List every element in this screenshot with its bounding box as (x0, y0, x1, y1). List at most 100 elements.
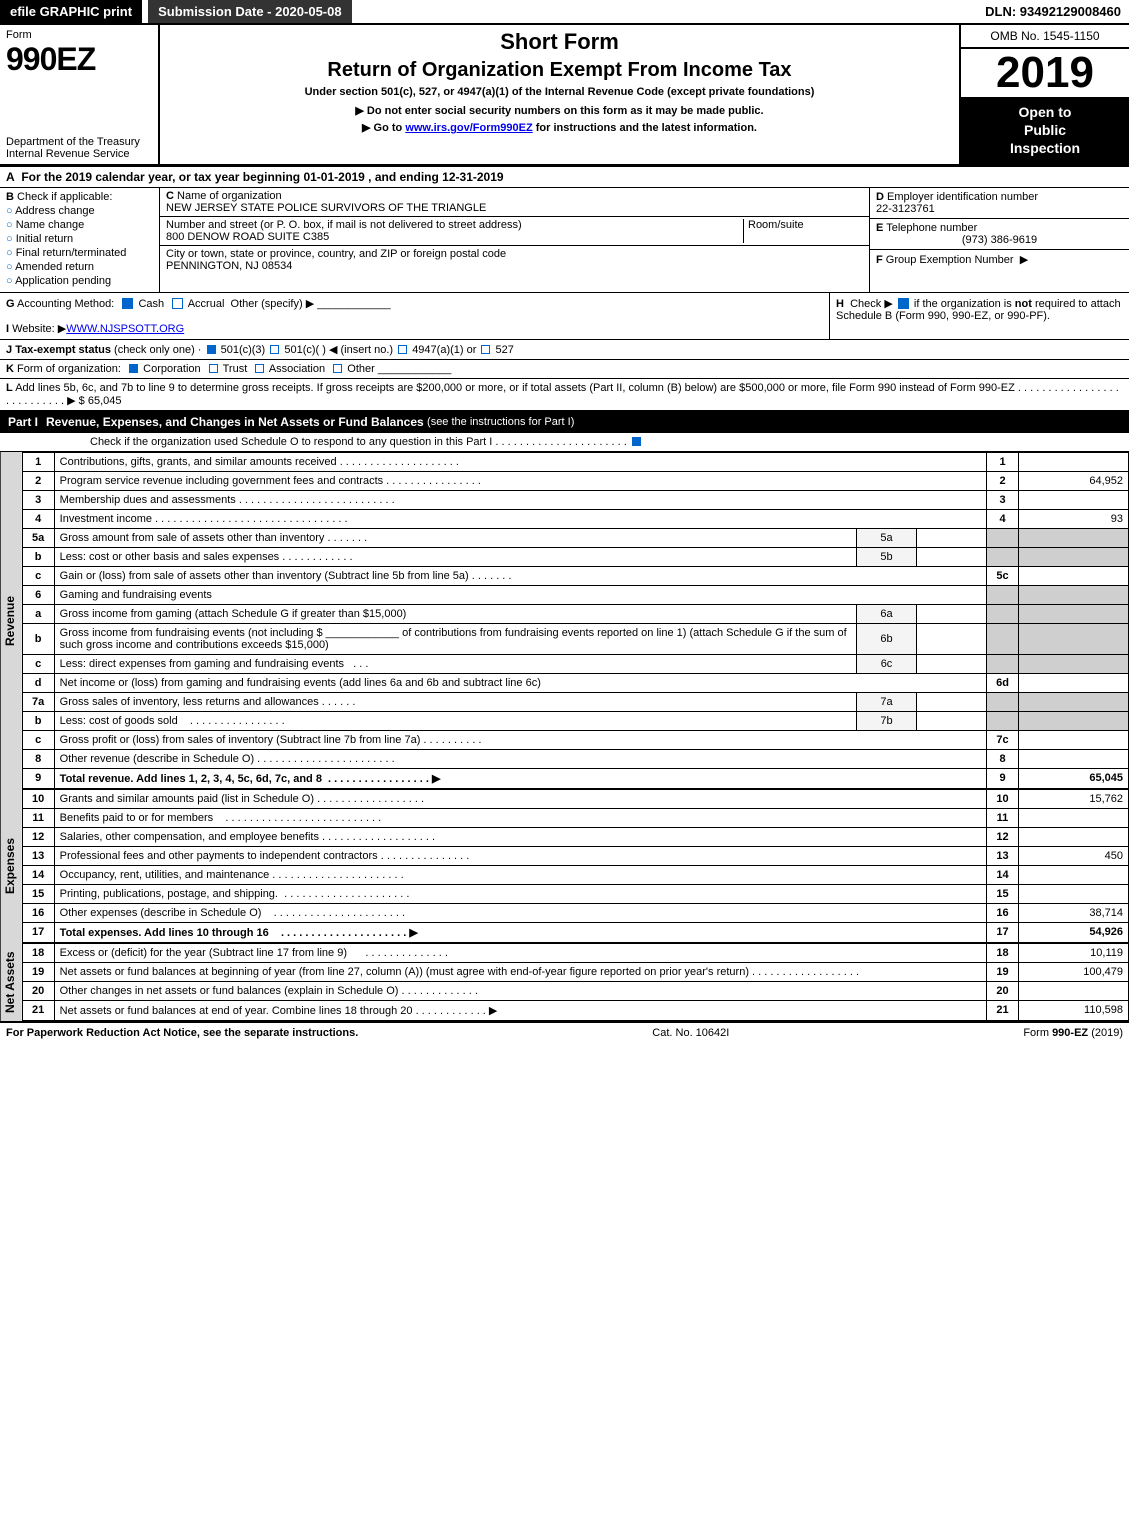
j-4947: 4947(a)(1) or (412, 344, 476, 356)
chk-527[interactable] (481, 345, 490, 354)
col-b: B Check if applicable: Address change Na… (0, 188, 160, 292)
line-5c: cGain or (loss) from sale of assets othe… (22, 566, 1128, 585)
arrow-icon: ▶ (432, 773, 440, 785)
chk-4947[interactable] (398, 345, 407, 354)
footer-left: For Paperwork Reduction Act Notice, see … (6, 1027, 358, 1039)
dln-label: DLN: 93492129008460 (977, 0, 1129, 23)
section-b-c-def: B Check if applicable: Address change Na… (0, 188, 1129, 293)
f-group: F Group Exemption Number ▶ (870, 250, 1129, 269)
chk-501c3[interactable] (207, 345, 216, 354)
tax-year: 2019 (961, 49, 1129, 97)
expenses-table: 10Grants and similar amounts paid (list … (22, 789, 1129, 943)
revenue-table: 1Contributions, gifts, grants, and simil… (22, 452, 1129, 789)
j-insert: ◀ (insert no.) (329, 344, 393, 356)
h-check: H Check ▶ if the organization is not req… (829, 293, 1129, 339)
org-name-row: C Name of organization NEW JERSEY STATE … (160, 188, 869, 217)
form-header: Form 990EZ Department of the Treasury In… (0, 25, 1129, 166)
line-15: 15Printing, publications, postage, and s… (22, 884, 1128, 903)
chk-trust[interactable] (209, 364, 218, 373)
chk-application-pending[interactable]: Application pending (6, 275, 153, 287)
line-13: 13Professional fees and other payments t… (22, 846, 1128, 865)
cash-label: Cash (138, 298, 164, 310)
chk-cash[interactable] (122, 298, 133, 309)
part1-heading: Revenue, Expenses, and Changes in Net As… (46, 415, 424, 429)
line-7c: cGross profit or (loss) from sales of in… (22, 730, 1128, 749)
line-19: 19Net assets or fund balances at beginni… (22, 962, 1128, 981)
do-not-enter-text: Do not enter social security numbers on … (367, 105, 764, 117)
netassets-table: 18Excess or (deficit) for the year (Subt… (22, 943, 1129, 1021)
l-text: Add lines 5b, 6c, and 7b to line 9 to de… (15, 382, 1015, 394)
j-label: Tax-exempt status (15, 344, 111, 356)
org-street: 800 DENOW ROAD SUITE C385 (166, 231, 329, 243)
g-accounting: G Accounting Method: Cash Accrual Other … (0, 293, 829, 339)
chk-final-return[interactable]: Final return/terminated (6, 247, 153, 259)
chk-h[interactable] (898, 298, 909, 309)
dept-line2: Internal Revenue Service (6, 148, 152, 160)
ein-value: 22-3123761 (876, 203, 935, 215)
line-20: 20Other changes in net assets or fund ba… (22, 981, 1128, 1000)
chk-name-change[interactable]: Name change (6, 219, 153, 231)
l-amount: $ 65,045 (79, 395, 122, 407)
k-assoc: Association (269, 363, 325, 375)
chk-corp[interactable] (129, 364, 138, 373)
chk-schedule-o[interactable] (632, 437, 641, 446)
chk-address-change[interactable]: Address change (6, 205, 153, 217)
c-street-label: Number and street (or P. O. box, if mail… (166, 219, 522, 231)
j-c3: 501(c)(3) (221, 344, 266, 356)
h-text2: if the organization is (914, 298, 1015, 310)
f-label: Group Exemption Number (886, 254, 1014, 266)
line-6c: cLess: direct expenses from gaming and f… (22, 654, 1128, 673)
chk-accrual[interactable] (172, 298, 183, 309)
chk-assoc[interactable] (255, 364, 264, 373)
line-6d: dNet income or (loss) from gaming and fu… (22, 673, 1128, 692)
line-a: A For the 2019 calendar year, or tax yea… (0, 166, 1129, 188)
website-link[interactable]: WWW.NJSPSOTT.ORG (66, 323, 184, 335)
line-17: 17Total expenses. Add lines 10 through 1… (22, 922, 1128, 942)
expenses-section: Expenses 10Grants and similar amounts pa… (0, 789, 1129, 943)
line-7b: bLess: cost of goods sold . . . . . . . … (22, 711, 1128, 730)
footer-cat: Cat. No. 10642I (652, 1027, 729, 1039)
line-j: J Tax-exempt status (check only one) · 5… (0, 340, 1129, 360)
line-12: 12Salaries, other compensation, and empl… (22, 827, 1128, 846)
open-line2: Public (965, 121, 1125, 139)
line-l: L Add lines 5b, 6c, and 7b to line 9 to … (0, 379, 1129, 411)
line-10: 10Grants and similar amounts paid (list … (22, 789, 1128, 808)
top-bar: efile GRAPHIC print Submission Date - 20… (0, 0, 1129, 25)
part1-sub: (see the instructions for Part I) (427, 416, 574, 428)
chk-other[interactable] (333, 364, 342, 373)
g-label: Accounting Method: (17, 298, 114, 310)
j-527: 527 (496, 344, 514, 356)
city-row: City or town, state or province, country… (160, 246, 869, 274)
part1-check-line: Check if the organization used Schedule … (0, 433, 1129, 452)
submission-date-label: Submission Date - 2020-05-08 (148, 0, 352, 23)
line-14: 14Occupancy, rent, utilities, and mainte… (22, 865, 1128, 884)
part1-num: Part I (8, 415, 46, 429)
l-arrow-icon: ▶ (67, 395, 75, 407)
short-form-title: Short Form (168, 29, 951, 55)
k-corp: Corporation (143, 363, 200, 375)
h-not: not (1015, 298, 1032, 310)
col-c: C Name of organization NEW JERSEY STATE … (160, 188, 869, 292)
chk-initial-return[interactable]: Initial return (6, 233, 153, 245)
h-text1: Check ▶ (850, 298, 893, 310)
room-suite: Room/suite (743, 219, 863, 243)
gh-row: G Accounting Method: Cash Accrual Other … (0, 293, 1129, 340)
line-7a: 7aGross sales of inventory, less returns… (22, 692, 1128, 711)
chk-amended-return[interactable]: Amended return (6, 261, 153, 273)
org-city: PENNINGTON, NJ 08534 (166, 260, 292, 272)
phone-value: (973) 386-9619 (876, 234, 1123, 246)
irs-link[interactable]: www.irs.gov/Form990EZ (405, 122, 532, 134)
form-number: 990EZ (6, 41, 152, 78)
chk-501c[interactable] (270, 345, 279, 354)
line-21: 21Net assets or fund balances at end of … (22, 1000, 1128, 1020)
line-3: 3Membership dues and assessments . . . .… (22, 490, 1128, 509)
d-ein: D Employer identification number22-31237… (870, 188, 1129, 219)
efile-print-button[interactable]: efile GRAPHIC print (0, 0, 142, 23)
line-9: 9Total revenue. Add lines 1, 2, 3, 4, 5c… (22, 768, 1128, 788)
revenue-side-label: Revenue (0, 452, 22, 789)
e-label: Telephone number (886, 222, 977, 234)
netassets-section: Net Assets 18Excess or (deficit) for the… (0, 943, 1129, 1021)
line-6a: aGross income from gaming (attach Schedu… (22, 604, 1128, 623)
i-label: Website: ▶ (12, 323, 66, 335)
j-sub: (check only one) · (114, 344, 201, 356)
